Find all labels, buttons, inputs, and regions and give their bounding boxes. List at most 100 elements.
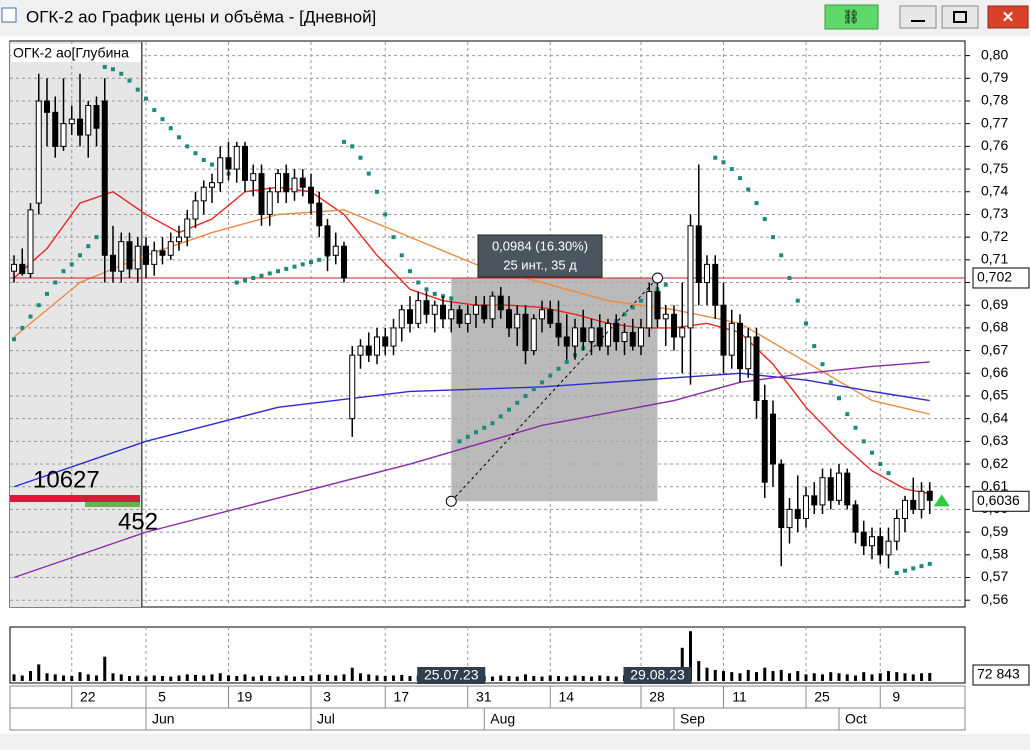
candle-body — [926, 490, 933, 501]
volume-bar — [111, 673, 115, 681]
y-tick-label: 0,61 — [981, 477, 1008, 493]
link-button[interactable] — [824, 4, 879, 30]
sar-dot — [36, 303, 41, 308]
sar-dot — [531, 387, 536, 392]
candle-body — [456, 309, 463, 324]
sar-dot — [754, 201, 759, 206]
candle-body — [885, 540, 892, 556]
volume-bar — [548, 675, 552, 681]
depth-region — [10, 42, 142, 607]
candle-body — [110, 254, 116, 272]
maximize-icon — [953, 11, 967, 23]
sar-dot — [498, 414, 503, 419]
volume-bar — [202, 675, 206, 681]
sar-dot — [86, 244, 91, 249]
candle-body — [572, 327, 578, 347]
candle-body — [803, 495, 809, 520]
sar-dot — [342, 139, 346, 144]
sar-dot — [160, 117, 165, 122]
candle-body — [646, 291, 653, 329]
volume-tag-label: 72 843 — [977, 666, 1020, 682]
y-tick-label: 0,65 — [981, 387, 1008, 403]
sar-dot — [771, 235, 775, 240]
sar-dot — [523, 393, 528, 398]
sar-dot — [300, 262, 305, 267]
candle-body — [19, 263, 26, 274]
candle-body — [530, 318, 537, 352]
y-tick-label: 0,57 — [981, 568, 1008, 584]
candle-body — [209, 182, 215, 188]
link-icon: ⛓ — [842, 9, 860, 25]
sar-dot — [729, 167, 734, 172]
candle-body — [539, 309, 545, 320]
candle-body — [662, 313, 669, 320]
sar-dot — [804, 321, 808, 326]
candle-body — [852, 504, 859, 533]
candle-body — [827, 477, 834, 501]
volume-bar — [565, 676, 569, 681]
sar-dot — [276, 269, 280, 274]
sar-dot — [284, 266, 289, 271]
candle-body — [605, 322, 611, 347]
sar-dot — [102, 64, 107, 69]
sar-dot — [911, 566, 916, 571]
x-tick-label: 22 — [80, 689, 96, 705]
candle-body — [283, 173, 290, 193]
candle-body — [448, 309, 455, 320]
depth-ask-bar — [85, 502, 140, 507]
volume-bar — [408, 676, 412, 681]
y-tick-label: 0,74 — [981, 182, 1008, 198]
volume-bar — [161, 676, 164, 681]
candle-body — [679, 327, 686, 338]
volume-bar — [169, 676, 173, 681]
minimize-button[interactable] — [899, 5, 937, 29]
candle-body — [200, 186, 207, 202]
y-tick-label: 0,62 — [981, 455, 1008, 471]
sar-dot — [61, 269, 66, 274]
candle-body — [621, 331, 628, 343]
sar-dot — [185, 144, 190, 149]
sar-dot — [251, 275, 256, 280]
volume-bar — [29, 671, 32, 681]
candle-body — [811, 495, 818, 506]
sar-dot — [861, 439, 866, 444]
candle-body — [704, 263, 710, 284]
sar-dot — [111, 67, 115, 72]
sar-dot — [828, 380, 833, 385]
candle-body — [11, 263, 17, 272]
volume-bar — [598, 675, 602, 681]
sar-dot — [663, 282, 668, 287]
sar-dot — [919, 564, 924, 569]
chart-layer: 0,560,570,580,590,600,610,620,630,640,65… — [10, 42, 1030, 730]
y-tick-label: 0,78 — [981, 92, 1008, 108]
volume-bar — [738, 673, 742, 681]
volume-bar — [606, 676, 610, 681]
sar-dot — [515, 400, 520, 405]
sar-dot — [201, 157, 206, 162]
volume-bar — [276, 676, 280, 681]
volume-bar — [12, 674, 16, 681]
sar-dot — [837, 396, 841, 401]
candle-body — [324, 225, 331, 256]
candle-body — [588, 327, 595, 343]
sar-dot — [69, 262, 74, 267]
scrollbar[interactable] — [0, 734, 1030, 750]
sar-dot — [317, 257, 322, 262]
close-button[interactable] — [987, 5, 1029, 29]
volume-bar — [227, 675, 230, 681]
volume-bar — [37, 664, 41, 681]
volume-bar — [837, 673, 841, 681]
sar-dot — [820, 362, 825, 367]
candle-body — [374, 336, 380, 356]
sar-dot — [168, 126, 173, 131]
candle-body — [836, 472, 842, 501]
volume-tag — [972, 664, 1030, 686]
candle-body — [786, 508, 793, 529]
volume-bar — [771, 671, 775, 681]
sar-dot — [870, 450, 874, 455]
maximize-button[interactable] — [941, 5, 979, 29]
sar-dot — [358, 155, 363, 160]
candle-body — [473, 304, 479, 315]
sar-dot — [259, 273, 264, 278]
x-tick-label: 28 — [649, 689, 665, 705]
